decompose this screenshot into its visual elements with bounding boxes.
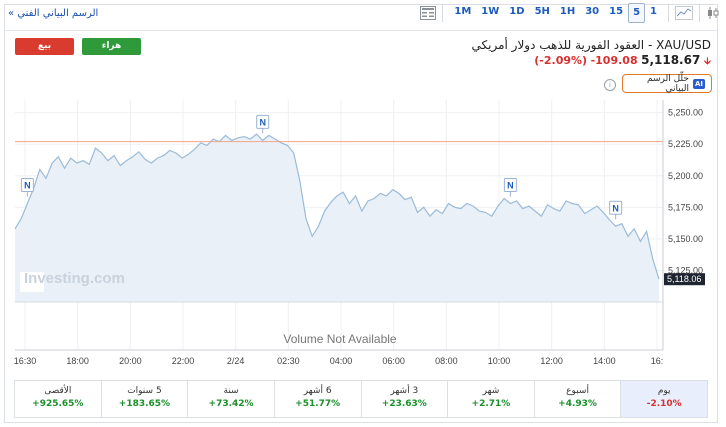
y-tick-label: 5,200.00 xyxy=(668,171,703,181)
change-value: -109.08 xyxy=(590,54,638,67)
buy-button[interactable]: هراء xyxy=(82,38,141,55)
x-tick-label: 12:00 xyxy=(540,356,563,366)
info-icon[interactable]: i xyxy=(604,79,616,91)
y-tick-label: 5,125.00 xyxy=(668,265,703,275)
stat-period[interactable]: أسبوع +4.93% xyxy=(533,381,621,417)
performance-stats: الأقصى +925.65% 5 سنوات +183.65% سنة +73.42% 6… xyxy=(14,380,708,418)
stat-period[interactable]: 3 أشهر +23.63% xyxy=(360,381,448,417)
last-price: 5,118.67 xyxy=(641,53,701,67)
arrow-down-icon: 🡳 xyxy=(703,56,711,67)
news-marker: N xyxy=(609,200,623,220)
news-markers: N N N N xyxy=(20,114,623,292)
stat-period[interactable]: 5 سنوات +183.65% xyxy=(100,381,188,417)
svg-text:N: N xyxy=(612,203,619,213)
timeframe-1d[interactable]: 1D xyxy=(509,6,525,17)
investing-watermark: Investing.com xyxy=(24,270,125,287)
stat-value: +73.42% xyxy=(208,399,254,409)
last-value-label: 5,118.06 xyxy=(667,274,701,284)
stat-value: +4.93% xyxy=(558,399,597,409)
timeframe-30[interactable]: 30 xyxy=(585,6,600,17)
stat-period[interactable]: 6 أشهر +51.77% xyxy=(273,381,361,417)
x-tick-label: 02:30 xyxy=(277,356,300,366)
news-marker: N xyxy=(503,178,517,197)
x-tick-label: 04:00 xyxy=(330,356,353,366)
technical-chart-link[interactable]: الرسم البياني الفني » xyxy=(8,8,99,19)
timeframe-1m[interactable]: 1M xyxy=(454,6,472,17)
stat-period[interactable]: الأقصى +925.65% xyxy=(15,381,101,417)
last-value-tag xyxy=(664,273,705,286)
stat-label: شهر xyxy=(482,386,500,396)
x-tick-label: 06:00 xyxy=(382,356,405,366)
stat-label: سنة xyxy=(223,386,239,396)
ai-badge: AI xyxy=(692,78,705,89)
y-tick-label: 5,250.00 xyxy=(668,108,703,118)
x-tick-label: 16: xyxy=(651,356,664,366)
stat-value: +183.65% xyxy=(118,399,171,409)
y-tick-label: 5,175.00 xyxy=(668,202,703,212)
stat-label: الأقصى xyxy=(44,386,72,396)
area-fill xyxy=(15,134,659,302)
timeframe-5h[interactable]: 5H xyxy=(534,6,550,17)
chart-widget-frame xyxy=(4,4,718,423)
volume-not-available: Volume Not Available xyxy=(283,332,397,346)
x-tick-label: 22:00 xyxy=(172,356,195,366)
stat-label: 5 سنوات xyxy=(127,386,162,396)
toolbar-divider xyxy=(668,4,669,22)
sell-button[interactable]: بيع xyxy=(15,38,74,55)
stat-period[interactable]: سنة +73.42% xyxy=(187,381,274,417)
stat-label: 3 أشهر xyxy=(390,386,419,396)
timeframe-15[interactable]: 15 xyxy=(609,6,624,17)
x-tick-label: 10:00 xyxy=(488,356,511,366)
y-tick-label: 5,225.00 xyxy=(668,139,703,149)
chart-toolbar xyxy=(5,5,717,31)
x-tick-label: 18:00 xyxy=(66,356,89,366)
timeframe-buttons: 1M 1W 1D 5H 1H 30 15 5 1 xyxy=(449,3,662,23)
timeframe-1w[interactable]: 1W xyxy=(481,6,500,17)
x-tick-label: 08:00 xyxy=(435,356,458,366)
ai-analyze-label: حلّل الرسم البياني xyxy=(647,73,689,94)
price-area xyxy=(14,133,663,303)
y-tick-label: 5,150.00 xyxy=(668,234,703,244)
stat-label: 6 أشهر xyxy=(303,386,332,396)
stat-period[interactable]: يوم -2.10% xyxy=(620,381,707,417)
timeframe-1h[interactable]: 1H xyxy=(559,6,576,17)
stat-value: +925.65% xyxy=(32,399,84,409)
instrument-title: XAU/USD - العقود الفورية للذهب دولار أمر… xyxy=(471,38,711,52)
ai-analyze-button[interactable]: AI حلّل الرسم البياني xyxy=(622,73,712,94)
x-tick-label: 2/24 xyxy=(227,356,245,366)
timeframe-selector: 1M 1W 1D 5H 1H 30 15 5 1 xyxy=(420,2,720,24)
toolbar-divider xyxy=(699,4,700,22)
svg-text:N: N xyxy=(24,181,31,191)
x-tick-label: 20:00 xyxy=(119,356,142,366)
timeframe-1[interactable]: 1 xyxy=(650,6,657,17)
change-percent: (-2.09%) xyxy=(534,54,588,67)
toolbar-divider xyxy=(442,4,444,22)
x-axis: 16:30 18:00 20:00 22:00 2/24 02:30 04:00 06:00 0… xyxy=(14,356,664,366)
price-line xyxy=(14,133,660,280)
stat-label: أسبوع xyxy=(566,386,589,396)
stat-value: +2.71% xyxy=(471,399,511,409)
stat-value: +51.77% xyxy=(295,399,341,409)
svg-text:N: N xyxy=(259,117,266,127)
y-axis: 5,250.00 5,225.00 5,200.00 5,175.00 5,150.00… xyxy=(664,108,705,286)
timeframe-5[interactable]: 5 xyxy=(628,3,646,23)
news-marker: N xyxy=(20,178,34,197)
chart-type-icon[interactable] xyxy=(675,6,693,20)
x-tick-label: 16:30 xyxy=(14,356,37,366)
table-view-icon[interactable] xyxy=(420,6,437,20)
candlestick-icon[interactable] xyxy=(706,6,720,20)
price-chart[interactable]: N N N N 5,250.00 5,225.00 5,200.00 5,175.00 5,1… xyxy=(0,0,726,380)
stat-value: -2.10% xyxy=(646,399,682,409)
price-row: (-2.09%) -109.08 5,118.67 🡳 xyxy=(534,53,711,71)
svg-text:N: N xyxy=(507,181,514,191)
stat-label: يوم xyxy=(657,386,671,396)
stat-period[interactable]: شهر +2.71% xyxy=(447,381,534,417)
x-tick-label: 14:00 xyxy=(593,356,616,366)
news-marker: N xyxy=(256,114,270,134)
stat-value: +23.63% xyxy=(381,399,427,409)
watermark-logo-box xyxy=(20,272,44,292)
